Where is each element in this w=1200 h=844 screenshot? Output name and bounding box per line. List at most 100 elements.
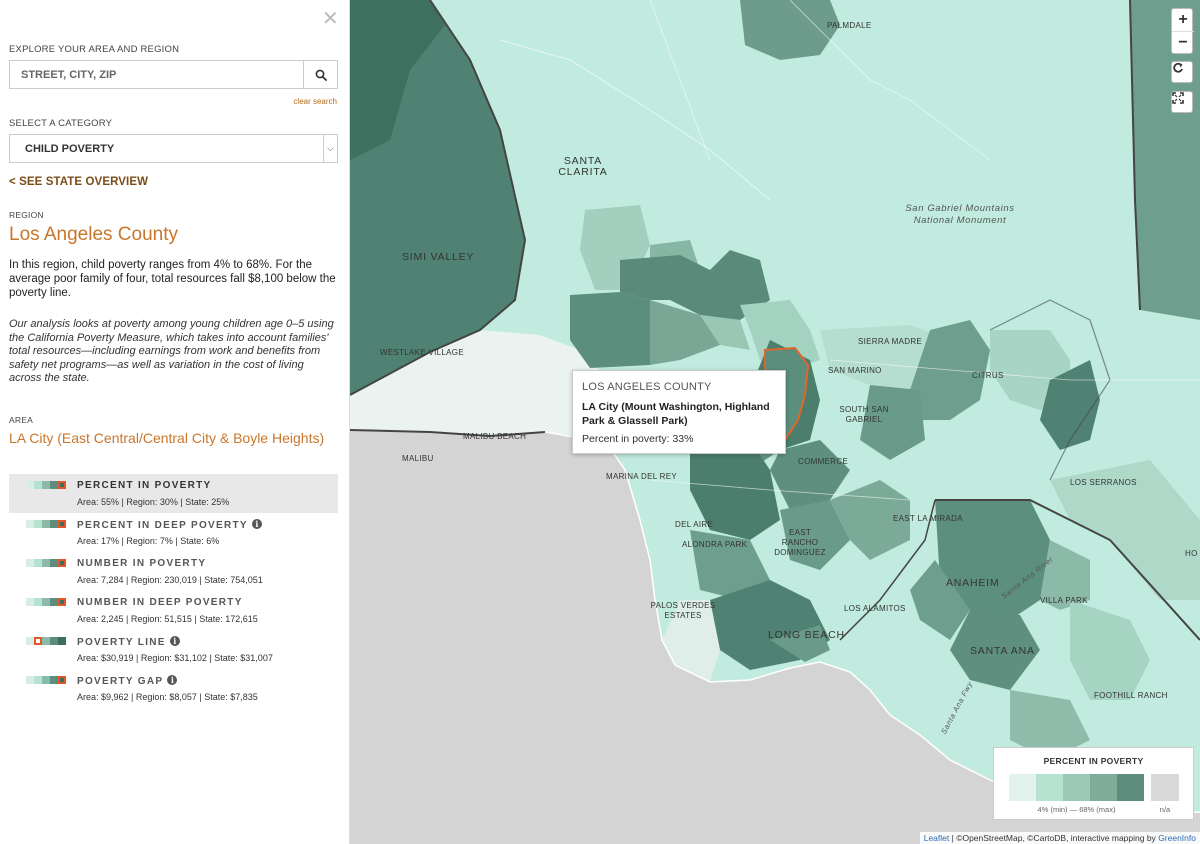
clear-search-link[interactable]: clear search <box>293 97 337 106</box>
search-button[interactable] <box>303 61 337 88</box>
tooltip-county: LOS ANGELES COUNTY <box>582 381 712 393</box>
place-label: WESTLAKE VILLAGE <box>380 348 464 357</box>
category-label: SELECT A CATEGORY <box>9 118 113 129</box>
metric-swatch <box>26 676 66 684</box>
metric-swatch <box>26 559 66 567</box>
metric-values: Area: 7,284 | Region: 230,019 | State: 7… <box>77 575 263 585</box>
metric-title-text: POVERTY GAP <box>77 676 164 687</box>
metric-title-text: NUMBER IN POVERTY <box>77 558 207 569</box>
reset-view-icon <box>1173 62 1183 73</box>
metric-swatch <box>26 520 66 528</box>
chevron-down-icon: ⌵ <box>323 135 337 162</box>
attribution-text: | ©OpenStreetMap, ©CartoDB, interactive … <box>951 833 1159 843</box>
metric-values: Area: 2,245 | Region: 51,515 | State: 17… <box>77 614 258 624</box>
greeninfo-link[interactable]: GreenInfo <box>1158 833 1196 843</box>
metric-values: Area: $9,962 | Region: $8,057 | State: $… <box>77 692 258 702</box>
metric-title: PERCENT IN POVERTY <box>77 480 212 491</box>
metric-title-text: POVERTY LINE <box>77 637 166 648</box>
region-description: In this region, child poverty ranges fro… <box>9 259 336 299</box>
place-label: ALONDRA PARK <box>682 540 748 549</box>
legend-title: PERCENT IN POVERTY <box>1043 756 1144 766</box>
metric-row[interactable]: PERCENT IN POVERTY Area: 55% | Region: 30… <box>9 474 338 513</box>
legend-swatch <box>1117 774 1144 801</box>
sidebar: ✕ EXPLORE YOUR AREA AND REGION clear sea… <box>0 0 350 844</box>
legend-range: 4% (min) — 68% (max) <box>1037 805 1116 814</box>
place-label: HO <box>1185 549 1198 558</box>
metric-row[interactable]: POVERTY GAP i Area: $9,962 | Region: $8,05… <box>9 669 338 708</box>
region-name: Los Angeles County <box>9 224 179 245</box>
close-icon[interactable]: ✕ <box>322 8 339 30</box>
metric-swatch <box>26 481 66 489</box>
category-select[interactable]: CHILD POVERTY ⌵ <box>9 134 338 163</box>
see-state-overview-link[interactable]: < SEE STATE OVERVIEW <box>9 176 149 188</box>
area-label: AREA <box>9 415 33 425</box>
place-label: MARINA DEL REY <box>606 472 678 481</box>
place-label: DEL AIRE <box>675 520 714 529</box>
metric-swatch <box>26 637 66 645</box>
place-label: San Gabriel Mountains National Monument <box>905 203 1015 226</box>
metric-title-text: PERCENT IN POVERTY <box>77 480 212 491</box>
leaflet-link[interactable]: Leaflet <box>923 833 950 843</box>
info-icon[interactable]: i <box>251 519 262 529</box>
place-label: EAST RANCHO DOMINGUEZ <box>774 528 826 557</box>
metric-title: PERCENT IN DEEP POVERTY i <box>77 519 262 531</box>
place-label: CITRUS <box>972 371 1004 380</box>
map-legend: PERCENT IN POVERTY 4% (min) — 68% (max) … <box>993 747 1194 820</box>
metric-row[interactable]: NUMBER IN POVERTY Area: 7,284 | Region: 2… <box>9 552 338 591</box>
fullscreen-icon <box>1172 92 1184 104</box>
legend-scale <box>1009 774 1144 801</box>
info-icon[interactable]: i <box>169 636 180 646</box>
map-attribution: Leaflet | ©OpenStreetMap, ©CartoDB, inte… <box>919 832 1200 844</box>
metric-title-text: NUMBER IN DEEP POVERTY <box>77 597 243 608</box>
map[interactable]: PALMDALE SANTA CLARITA SIMI VALLEY WESTL… <box>350 0 1200 844</box>
tooltip-area: LA City (Mount Washington, Highland Park… <box>582 401 770 427</box>
place-label: VILLA PARK <box>1040 596 1088 605</box>
legend-swatch <box>1090 774 1117 801</box>
search-box <box>9 60 338 89</box>
legend-na-swatch <box>1151 774 1179 801</box>
place-label: LOS SERRANOS <box>1070 478 1137 487</box>
explore-label: EXPLORE YOUR AREA AND REGION <box>9 44 180 55</box>
place-label: SANTA ANA <box>970 645 1035 657</box>
zoom-out-button[interactable]: − <box>1172 31 1194 53</box>
metric-title: NUMBER IN DEEP POVERTY <box>77 597 243 608</box>
place-label: SIMI VALLEY <box>402 251 475 263</box>
area-name: LA City (East Central/Central City & Boy… <box>9 430 325 446</box>
place-label: MALIBU BEACH <box>463 432 527 441</box>
legend-na-label: n/a <box>1159 805 1171 814</box>
metric-values: Area: 17% | Region: 7% | State: 6% <box>77 536 220 546</box>
metric-values: Area: $30,919 | Region: $31,102 | State:… <box>77 653 273 663</box>
legend-swatch <box>1063 774 1090 801</box>
metric-swatch <box>26 598 66 606</box>
place-label: LONG BEACH <box>768 629 845 641</box>
search-input[interactable] <box>10 61 303 88</box>
zoom-in-button[interactable]: + <box>1178 11 1188 28</box>
metric-title: POVERTY LINE i <box>77 636 180 648</box>
place-label: SOUTH SAN GABRIEL <box>839 405 889 424</box>
place-label: LOS ALAMITOS <box>844 604 906 613</box>
metric-title-text: PERCENT IN DEEP POVERTY <box>77 520 248 531</box>
place-label: COMMERCE <box>798 457 848 466</box>
place-label: PALMDALE <box>827 21 872 30</box>
analysis-description: Our analysis looks at poverty among youn… <box>9 318 334 384</box>
place-label: FOOTHILL RANCH <box>1094 691 1168 700</box>
metric-title: POVERTY GAP i <box>77 675 178 687</box>
place-label: ANAHEIM <box>946 577 1000 589</box>
reset-view-button[interactable] <box>1171 61 1193 83</box>
zoom-control: + − <box>1171 8 1194 54</box>
map-tooltip: LOS ANGELES COUNTY LA City (Mount Washin… <box>572 370 786 454</box>
metric-row[interactable]: PERCENT IN DEEP POVERTY i Area: 17% | Regi… <box>9 513 338 552</box>
metric-values: Area: 55% | Region: 30% | State: 25% <box>77 497 230 507</box>
category-value: CHILD POVERTY <box>25 142 115 155</box>
fullscreen-button[interactable] <box>1171 91 1193 113</box>
place-label: PALOS VERDES ESTATES <box>650 601 716 620</box>
info-icon[interactable]: i <box>167 675 178 685</box>
region-label: REGION <box>9 210 44 220</box>
place-label: SIERRA MADRE <box>858 337 923 346</box>
metric-row[interactable]: NUMBER IN DEEP POVERTY Area: 2,245 | Regi… <box>9 591 338 630</box>
metric-row[interactable]: POVERTY LINE i Area: $30,919 | Region: $31… <box>9 630 338 669</box>
place-label: SANTA CLARITA <box>558 155 608 178</box>
tooltip-value: Percent in poverty: 33% <box>582 433 694 445</box>
place-label: SAN MARINO <box>828 366 882 375</box>
legend-swatch <box>1009 774 1036 801</box>
